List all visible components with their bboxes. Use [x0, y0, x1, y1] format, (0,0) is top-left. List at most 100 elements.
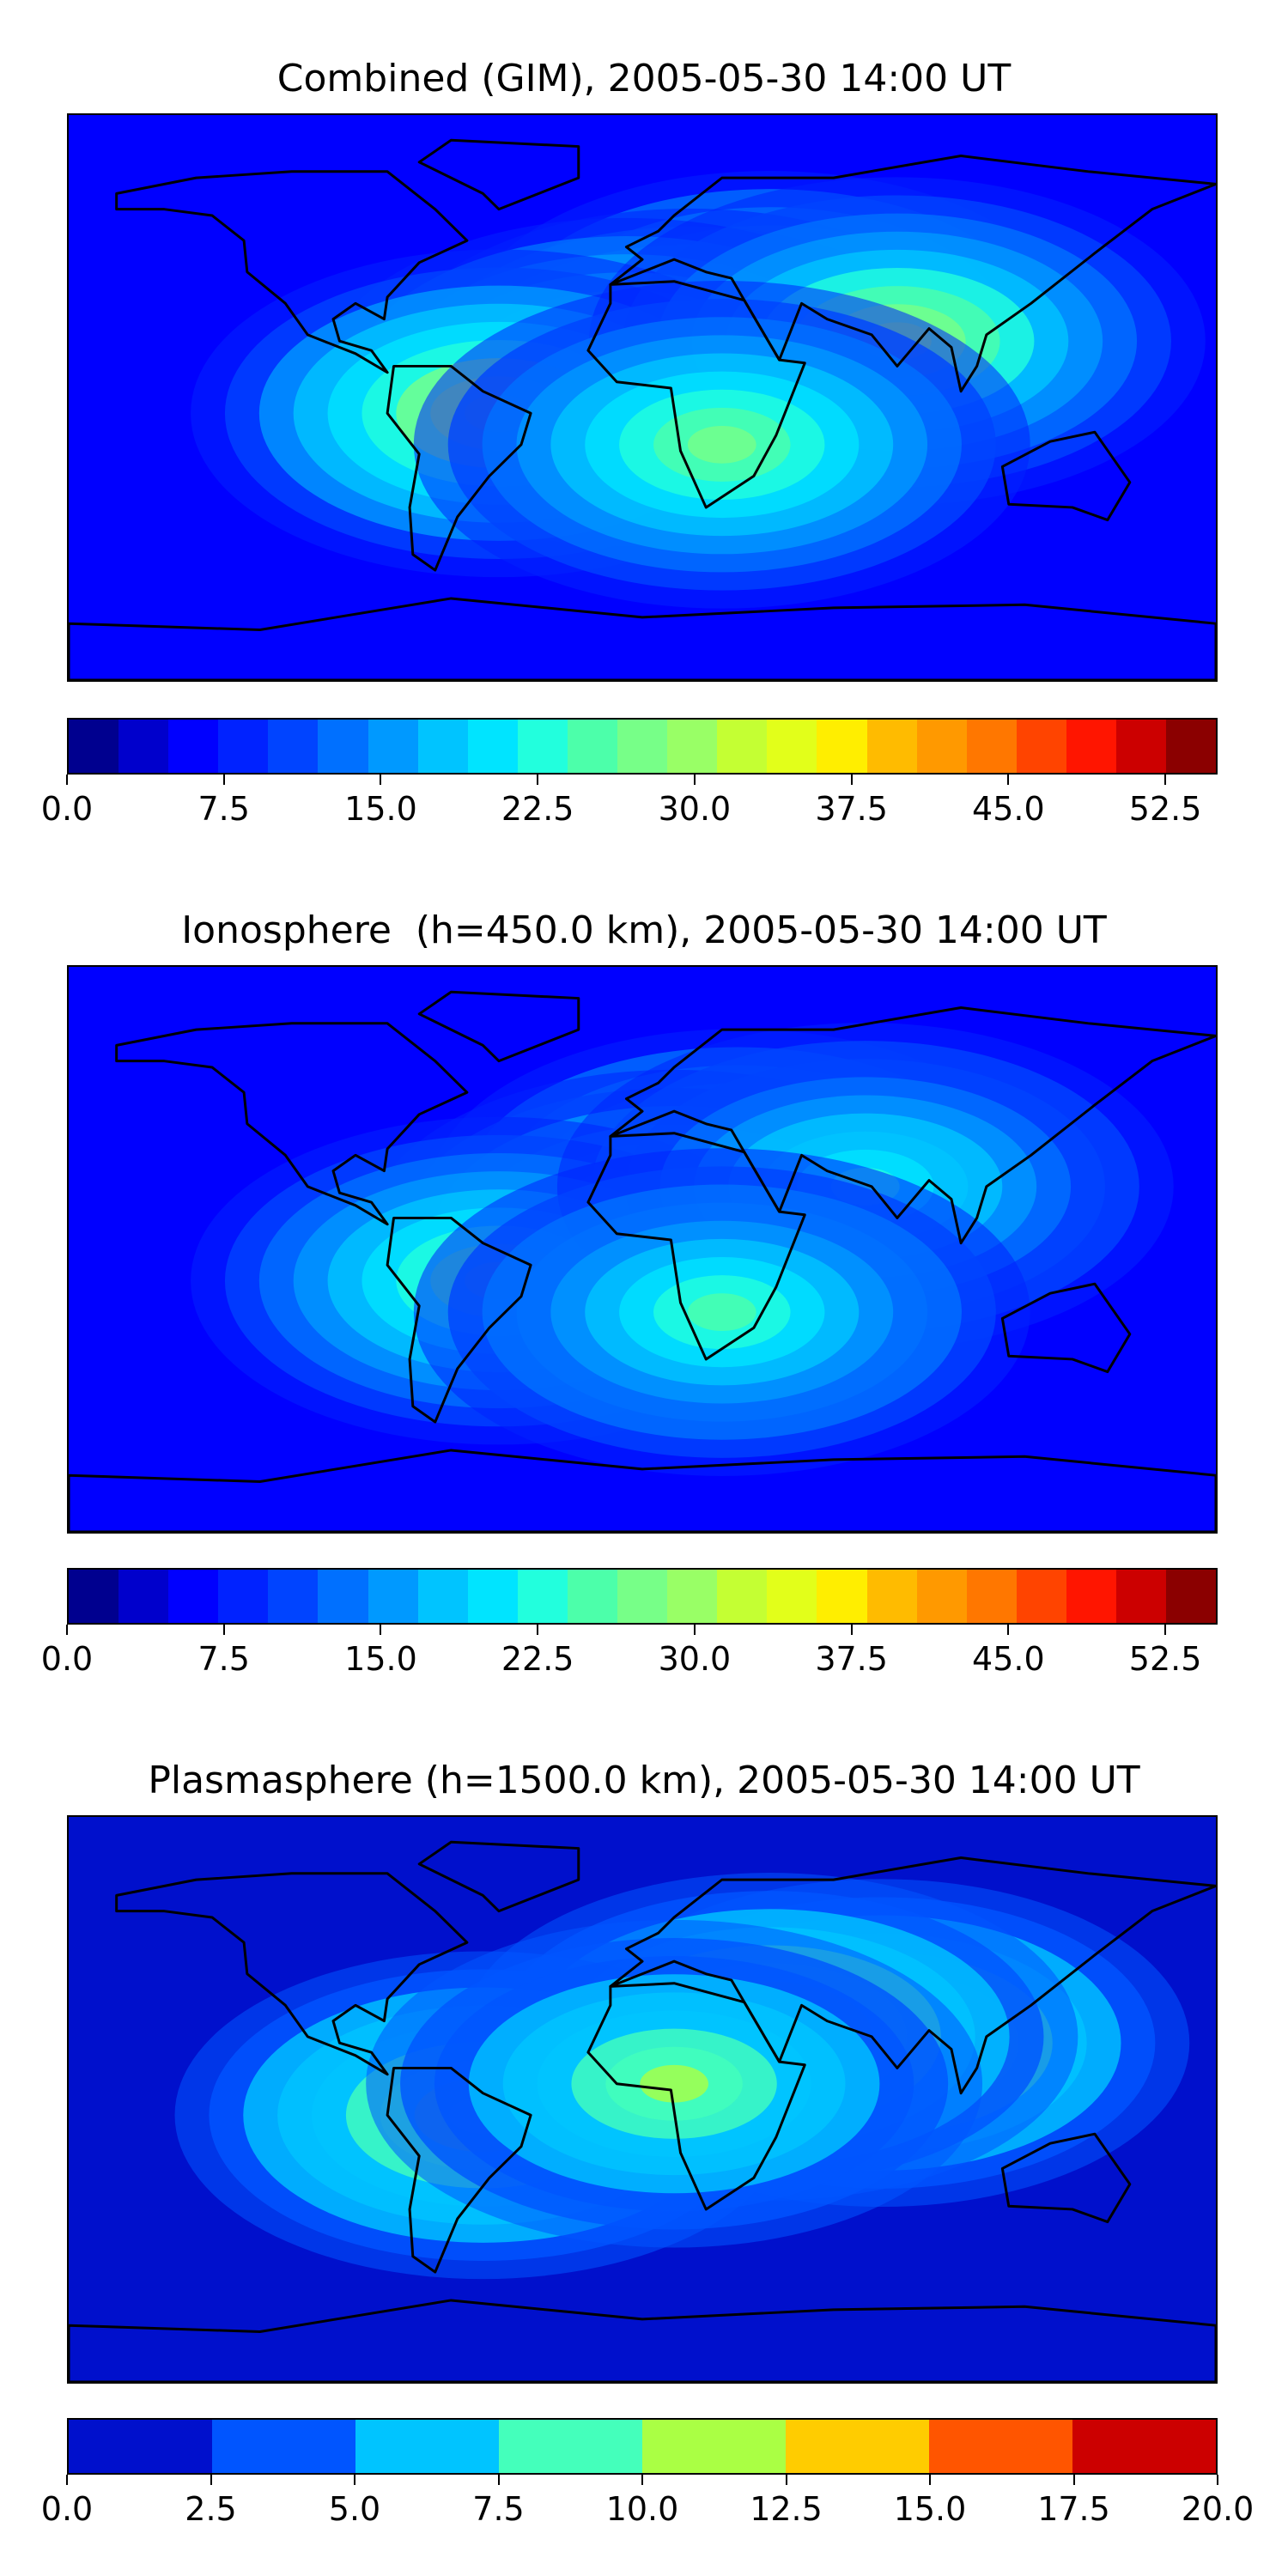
colorbar-segment [118, 1570, 169, 1623]
colorbar-tick-label: 30.0 [658, 1640, 732, 1678]
colorbar-tick [66, 1625, 68, 1635]
colorbar-segment [1066, 1570, 1116, 1623]
colorbar-segment [929, 2420, 1072, 2473]
colorbar-segment [517, 720, 568, 773]
colorbar-tick [693, 775, 696, 785]
coastline [1000, 2132, 1132, 2224]
colorbar-tick-label: 22.5 [501, 790, 574, 828]
colorbar-segment [866, 1570, 917, 1623]
colorbar-segment [1166, 720, 1216, 773]
colorbar-segment [916, 720, 967, 773]
coastline [115, 170, 469, 374]
coastline [386, 1216, 532, 1424]
colorbar-segment [467, 720, 518, 773]
coastline [609, 1006, 1216, 1245]
colorbar-tick [929, 2475, 931, 2485]
colorbar-tick-label: 52.5 [1128, 1640, 1202, 1678]
colorbar-tick-label: 45.0 [972, 790, 1045, 828]
coastline [1000, 430, 1132, 522]
tec-map-combined [67, 113, 1218, 682]
coastline [1000, 1282, 1132, 1374]
colorbar-segment [218, 1570, 269, 1623]
colorbar-segment [667, 720, 718, 773]
colorbar-tick [537, 775, 539, 785]
colorbar-tick-label: 37.5 [815, 790, 888, 828]
colorbar-segment [567, 720, 618, 773]
colorbar-segment [417, 720, 468, 773]
colorbar-tick-label: 0.0 [40, 790, 94, 828]
colorbar-segment [1066, 720, 1116, 773]
map-svg [69, 115, 1216, 680]
colorbar-segment [1115, 1570, 1167, 1623]
tec-map-plasmasphere [67, 1815, 1218, 2384]
colorbar-segment [417, 1570, 468, 1623]
coastline [386, 364, 532, 572]
coastline [609, 1856, 1216, 2095]
coastline [417, 138, 580, 211]
colorbar-segment [817, 720, 867, 773]
colorbar-segment [168, 720, 219, 773]
colorbar-tick-label: 12.5 [750, 2490, 823, 2528]
tec-hotspot [413, 1148, 1030, 1476]
tec-contour [640, 2064, 708, 2103]
colorbar-segment [355, 2420, 499, 2473]
colorbar-segment [1072, 2420, 1216, 2473]
coastline [115, 1022, 469, 1226]
colorbar-tick [641, 2475, 643, 2485]
colorbar-ticks-ionosphere: 0.0 7.5 15.0 22.5 30.0 37.5 45.0 52.5 [41, 1625, 1218, 1678]
colorbar-tick-label: 15.0 [893, 2490, 967, 2528]
colorbar-segment [1166, 1570, 1216, 1623]
colorbar-segment [567, 1570, 618, 1623]
coastline [417, 990, 580, 1063]
coastline [417, 1840, 580, 1913]
coastline [115, 1872, 469, 2076]
colorbar-segment [1016, 1570, 1066, 1623]
colorbar-ionosphere [67, 1568, 1218, 1625]
colorbar-combined [67, 718, 1218, 775]
colorbar-segment [786, 2420, 929, 2473]
tec-contour [687, 425, 756, 464]
colorbar-tick [693, 1625, 696, 1635]
colorbar-tick-label: 20.0 [1181, 2490, 1255, 2528]
colorbar-segment [268, 720, 319, 773]
colorbar-segment [368, 1570, 418, 1623]
colorbar-segment [467, 1570, 518, 1623]
colorbar-tick [785, 2475, 787, 2485]
colorbar-tick [66, 775, 68, 785]
colorbar-segment [69, 2420, 212, 2473]
colorbar-tick-label: 2.5 [185, 2490, 237, 2528]
colorbar-segment [118, 720, 169, 773]
colorbar-tick [537, 1625, 539, 1635]
colorbar-tick [1164, 775, 1167, 785]
colorbar-segment [717, 1570, 768, 1623]
colorbar-tick-label: 0.0 [40, 2490, 94, 2528]
colorbar-segment [318, 720, 368, 773]
colorbar-segment [69, 1570, 119, 1623]
tec-hotspot [366, 1919, 983, 2248]
panel-title: Plasmasphere (h=1500.0 km), 2005-05-30 1… [148, 1759, 1140, 1802]
colorbar-tick-label: 7.5 [197, 790, 250, 828]
tec-hotspot [413, 280, 1030, 609]
colorbar-segment [767, 1570, 817, 1623]
colorbar-tick [222, 1625, 225, 1635]
colorbar-segment [617, 1570, 668, 1623]
colorbar-segment [617, 720, 668, 773]
colorbar-segment [966, 1570, 1017, 1623]
colorbar-tick [354, 2475, 355, 2485]
colorbar-tick [850, 775, 853, 785]
colorbar-tick-label: 45.0 [972, 1640, 1045, 1678]
coastline [609, 155, 1216, 393]
colorbar-tick-label: 7.5 [472, 2490, 525, 2528]
colorbar-segment [168, 1570, 219, 1623]
colorbar-segment [916, 1570, 967, 1623]
panel-title: Combined (GIM), 2005-05-30 14:00 UT [276, 57, 1012, 100]
colorbar-tick [1007, 775, 1010, 785]
colorbar-segment [667, 1570, 718, 1623]
colorbar-plasmasphere [67, 2418, 1218, 2475]
tec-map-ionosphere [67, 965, 1218, 1534]
colorbar-segment [318, 1570, 368, 1623]
colorbar-tick-label: 22.5 [501, 1640, 574, 1678]
colorbar-tick-label: 15.0 [344, 1640, 417, 1678]
colorbar-ticks-plasmasphere: 0.0 2.5 5.0 7.5 10.0 12.5 15.0 17.5 20.0 [41, 2475, 1254, 2528]
colorbar-segment [866, 720, 917, 773]
